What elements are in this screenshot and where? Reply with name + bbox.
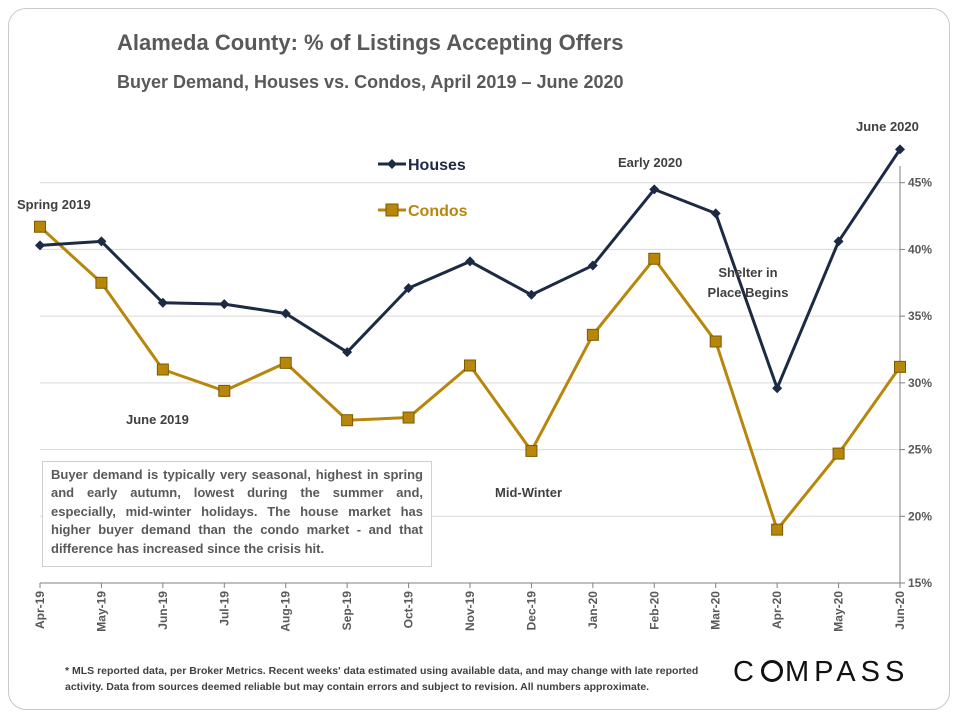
condos-point (402, 411, 415, 424)
condos-point (95, 276, 108, 289)
legend-label-houses: Houses (408, 157, 466, 174)
legend-marker-houses (387, 159, 397, 169)
y-tick-label: 20% (908, 509, 932, 523)
annotation-june-2019: June 2019 (126, 412, 189, 427)
chart-title: Alameda County: % of Listings Accepting … (117, 30, 624, 55)
x-tick-label: Jun-20 (893, 591, 907, 630)
x-tick-label: May-19 (94, 591, 108, 632)
footnote: * MLS reported data, per Broker Metrics.… (65, 665, 699, 693)
houses-point (157, 297, 168, 308)
x-tick-label: May-20 (832, 591, 846, 632)
commentary-box: Buyer demand is typically very seasonal,… (42, 461, 432, 567)
annotation-shelter-in-place-line2: Place Begins (708, 285, 789, 300)
slide-frame (8, 8, 950, 710)
logo-o-circle (760, 660, 783, 682)
chart-legend: Houses Condos (378, 157, 468, 220)
x-tick-label: Jan-20 (586, 591, 600, 629)
annotation-june-2020: June 2020 (856, 119, 919, 134)
x-tick-label: Aug-19 (279, 591, 293, 632)
x-tick-label: Dec-19 (524, 591, 538, 631)
y-tick-label: 35% (908, 309, 932, 323)
legend-label-condos: Condos (408, 203, 468, 220)
houses-point (342, 347, 353, 358)
x-tick-label: Jul-19 (217, 591, 231, 626)
houses-point (219, 299, 230, 310)
houses-point (833, 236, 844, 247)
y-tick-label: 25% (908, 443, 932, 457)
annotation-mid-winter: Mid-Winter (495, 485, 562, 500)
houses-point (35, 240, 45, 251)
x-tick-label: Oct-19 (402, 591, 416, 629)
x-tick-label: Apr-19 (33, 591, 47, 629)
chart-subtitle: Buyer Demand, Houses vs. Condos, April 2… (117, 72, 624, 92)
y-tick-label: 15% (908, 576, 932, 590)
houses-point (772, 383, 783, 394)
condos-point (279, 356, 292, 369)
logo-letters: MPASS (784, 656, 910, 688)
condos-point (341, 414, 354, 427)
x-tick-label: Feb-20 (647, 591, 661, 630)
condos-point (525, 444, 538, 457)
houses-point (895, 144, 905, 155)
condos-point (709, 335, 722, 348)
chart-annotations: Spring 2019 June 2019 Mid-Winter Early 2020… (17, 119, 919, 500)
chart-axes: 15% 20% 25% 30% 35% 40% 45% Apr-19 May-19 Jun-19 J… (33, 166, 932, 632)
condos-point (586, 328, 599, 341)
y-tick-label: 30% (908, 376, 932, 390)
logo-letter-c: C (733, 656, 759, 688)
y-tick-label: 45% (908, 176, 932, 190)
annotation-shelter-in-place-line1: Shelter in (718, 265, 777, 280)
annotation-spring-2019: Spring 2019 (17, 197, 91, 212)
annotation-early-2020: Early 2020 (618, 155, 682, 170)
condos-point (34, 220, 46, 233)
houses-point (465, 256, 475, 267)
houses-point (280, 308, 291, 319)
x-tick-label: Apr-20 (770, 591, 784, 629)
houses-point (526, 289, 537, 300)
condos-point (894, 360, 906, 373)
x-tick-label: Jun-19 (156, 591, 170, 630)
x-tick-label: Sep-19 (340, 591, 354, 631)
houses-point (96, 236, 107, 247)
houses-point (403, 283, 414, 294)
condos-point (771, 523, 784, 536)
compass-logo: C MPASS (733, 656, 909, 689)
houses-point (587, 260, 598, 271)
x-tick-label: Mar-20 (709, 591, 723, 630)
condos-point (832, 447, 845, 460)
houses-point (710, 208, 721, 219)
condos-point (648, 252, 661, 265)
houses-point (649, 184, 660, 195)
x-tick-label: Nov-19 (463, 591, 477, 631)
legend-marker-condos (385, 203, 399, 217)
condos-point (156, 363, 169, 376)
chart-series (34, 144, 906, 536)
condos-point (218, 384, 231, 397)
y-tick-label: 40% (908, 242, 932, 256)
condos-point (464, 359, 476, 372)
